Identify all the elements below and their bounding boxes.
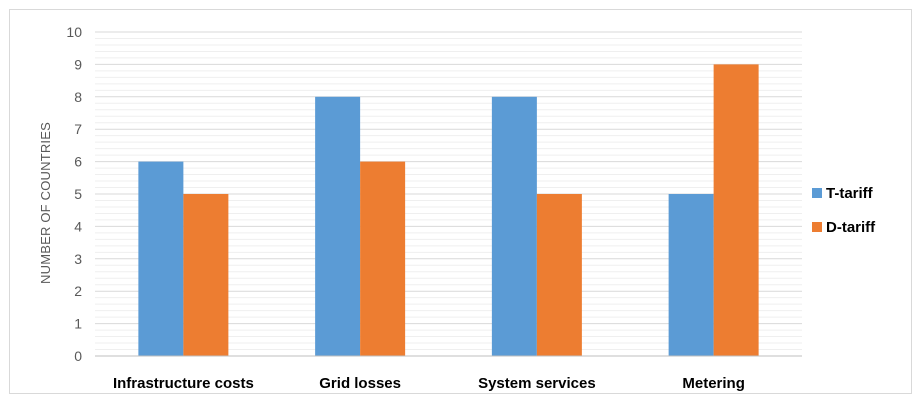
legend-label: T-tariff — [826, 185, 874, 202]
legend-swatch — [812, 188, 822, 198]
bar-d-tariff-1 — [183, 194, 229, 356]
x-tick-label: Metering — [682, 375, 745, 392]
y-tick-label: 6 — [74, 154, 82, 170]
x-tick-label: Grid losses — [319, 375, 401, 392]
bars — [138, 64, 759, 357]
x-axis-ticks: Infrastructure costs Grid losses System se… — [113, 375, 745, 392]
bar-t-tariff-3 — [491, 96, 537, 357]
y-tick-label: 9 — [74, 56, 82, 72]
bar-d-tariff-2 — [360, 161, 406, 356]
y-axis-ticks: 0 1 2 3 4 5 6 7 8 9 10 — [66, 24, 82, 364]
legend-label: D-tariff — [826, 219, 876, 236]
bar-t-tariff-1 — [138, 161, 184, 356]
y-tick-label: 3 — [74, 251, 82, 267]
y-axis-label: NUMBER OF COUNTRIES — [38, 122, 53, 284]
y-tick-label: 1 — [74, 316, 82, 332]
bar-d-tariff-3 — [536, 194, 582, 356]
legend: T-tariff D-tariff — [812, 185, 876, 236]
bar-t-tariff-4 — [668, 194, 714, 356]
y-tick-label: 10 — [66, 24, 82, 40]
y-tick-label: 0 — [74, 348, 82, 364]
bar-t-tariff-2 — [315, 96, 361, 357]
y-tick-label: 5 — [74, 186, 82, 202]
x-tick-label: Infrastructure costs — [113, 375, 254, 392]
y-tick-label: 4 — [74, 218, 82, 234]
legend-swatch — [812, 222, 822, 232]
bar-d-tariff-4 — [713, 64, 759, 357]
y-tick-label: 8 — [74, 89, 82, 105]
x-tick-label: System services — [478, 375, 596, 392]
y-tick-label: 7 — [74, 121, 82, 137]
y-tick-label: 2 — [74, 283, 82, 299]
